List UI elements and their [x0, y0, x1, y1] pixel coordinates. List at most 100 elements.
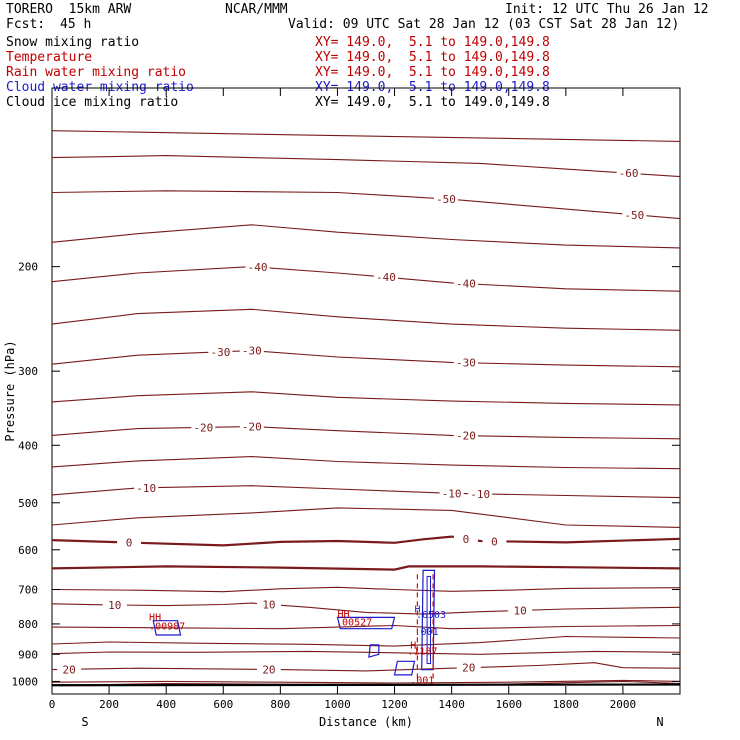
- field-xy-snow: XY= 149.0, 5.1 to 149.0,149.8: [315, 35, 550, 50]
- forecast-hours: 45 h: [60, 17, 92, 32]
- isotherm-label-bg: [256, 598, 281, 611]
- isotherm-label-bg: [102, 598, 127, 611]
- isotherm-label: 20: [262, 663, 275, 676]
- isotherm-label: 10: [262, 598, 275, 611]
- valid-time: Valid: 09 UTC Sat 28 Jan 12 (03 CST Sat …: [288, 17, 680, 32]
- y-tick-label: 400: [18, 439, 38, 452]
- isotherm-label-bg: [482, 535, 507, 548]
- isotherm-label-bg: [439, 487, 464, 500]
- cloud-water-contour: [426, 575, 432, 665]
- isotherm-label: -30: [242, 345, 262, 358]
- isotherm-label: 10: [108, 599, 121, 612]
- isotherm-line: [51, 565, 681, 571]
- isotherm-label: -40: [376, 271, 396, 284]
- x-tick-label: 400: [156, 698, 176, 711]
- isotherm-label: -20: [242, 421, 262, 434]
- isotherm-label: 0: [463, 533, 470, 546]
- y-tick-label: 700: [18, 584, 38, 597]
- isotherm-label-bg: [453, 356, 478, 369]
- isotherm-label-bg: [208, 345, 233, 358]
- y-tick-label: 500: [18, 497, 38, 510]
- isotherm-line: [51, 535, 681, 547]
- isotherm-label-bg: [134, 481, 159, 494]
- init-time: Init: 12 UTC Thu 26 Jan 12: [505, 2, 709, 17]
- x-tick-label: 1600: [495, 698, 522, 711]
- x-tick-label: 800: [270, 698, 290, 711]
- isotherm-label-bg: [191, 421, 216, 434]
- isotherm-line: [51, 507, 681, 528]
- y-tick-label: 600: [18, 544, 38, 557]
- isotherm-line: [51, 456, 681, 470]
- field-name-cloud-ice: Cloud ice mixing ratio: [6, 95, 179, 110]
- isotherm-label-bg: [256, 663, 281, 676]
- isotherm-label: -40: [456, 278, 476, 291]
- isotherm-label-bg: [453, 277, 478, 290]
- isotherm-label-bg: [245, 261, 270, 274]
- isotherm-label-bg: [453, 429, 478, 442]
- x-end-label-right: N: [656, 715, 663, 729]
- cloud-water-contour: [336, 616, 396, 630]
- isotherm-label: 20: [462, 662, 475, 675]
- isotherm-label: -50: [624, 209, 644, 222]
- x-tick-label: 0: [49, 698, 56, 711]
- isotherm-label: -10: [442, 487, 462, 500]
- cloud-water-contour: [421, 569, 436, 671]
- isotherm-label-bg: [468, 487, 493, 500]
- y-axis-label: Pressure (hPa): [3, 340, 17, 441]
- isotherm-label: -30: [210, 346, 230, 359]
- isotherm-label: -20: [193, 421, 213, 434]
- cloud-water-contour: [393, 660, 416, 676]
- isotherm-line: [51, 635, 681, 647]
- isotherm-line: [51, 650, 681, 655]
- isotherm-label-bg: [622, 208, 647, 221]
- annotation-label: H: [415, 604, 421, 615]
- isotherm-line: [51, 426, 681, 440]
- field-xy-cloud-ice: XY= 149.0, 5.1 to 149.0,149.8: [315, 95, 550, 110]
- field-name-rain: Rain water mixing ratio: [6, 65, 187, 80]
- isotherm-label: -10: [470, 488, 490, 501]
- center-label: NCAR/MMM: [225, 2, 288, 17]
- x-tick-label: 2000: [610, 698, 637, 711]
- isotherm-label: 10: [514, 604, 527, 617]
- annotation-label: .00527: [336, 618, 372, 629]
- isotherm-line: [51, 155, 681, 178]
- x-tick-label: 1200: [381, 698, 408, 711]
- isotherm-line: [51, 624, 681, 630]
- field-xy-temperature: XY= 149.0, 5.1 to 149.0,149.8: [315, 50, 550, 65]
- model-label: TORERO 15km ARW: [6, 2, 132, 17]
- isotherm-label: -50: [436, 193, 456, 206]
- annotation-label: HH: [337, 609, 349, 620]
- isotherm-line: [51, 308, 681, 331]
- y-tick-label: 300: [18, 365, 38, 378]
- field-name-snow: Snow mixing ratio: [6, 35, 140, 50]
- isotherm-label: 0: [126, 537, 133, 550]
- isotherm-label-bg: [373, 271, 398, 284]
- isotherm-label-bg: [453, 532, 478, 545]
- x-tick-label: 600: [213, 698, 233, 711]
- x-tick-label: 200: [99, 698, 119, 711]
- isotherm-line: [51, 679, 681, 684]
- isotherm-line: [51, 130, 681, 142]
- isotherm-label-bg: [117, 536, 142, 549]
- isotherm-label: -60: [619, 167, 639, 180]
- isotherm-label-bg: [456, 661, 481, 674]
- field-name-temperature: Temperature: [6, 50, 93, 65]
- annotation-label: .1187: [407, 646, 437, 657]
- x-axis-label: Distance (km): [319, 715, 413, 729]
- x-end-label-left: S: [81, 715, 88, 729]
- y-tick-label: 900: [18, 648, 38, 661]
- y-tick-label: 800: [18, 618, 38, 631]
- isotherm-label-bg: [616, 167, 641, 180]
- isotherm-line: [51, 586, 681, 593]
- isotherm-label: -10: [136, 482, 156, 495]
- surface-line: [51, 683, 681, 687]
- isotherm-line: [51, 662, 681, 672]
- isotherm-line: [51, 350, 681, 368]
- isotherm-line: [51, 602, 681, 615]
- isotherm-line: [51, 391, 681, 406]
- isotherm-label: -40: [248, 261, 268, 274]
- forecast-label: Fcst:: [6, 17, 46, 32]
- x-tick-label: 1000: [324, 698, 351, 711]
- x-tick-label: 1400: [438, 698, 465, 711]
